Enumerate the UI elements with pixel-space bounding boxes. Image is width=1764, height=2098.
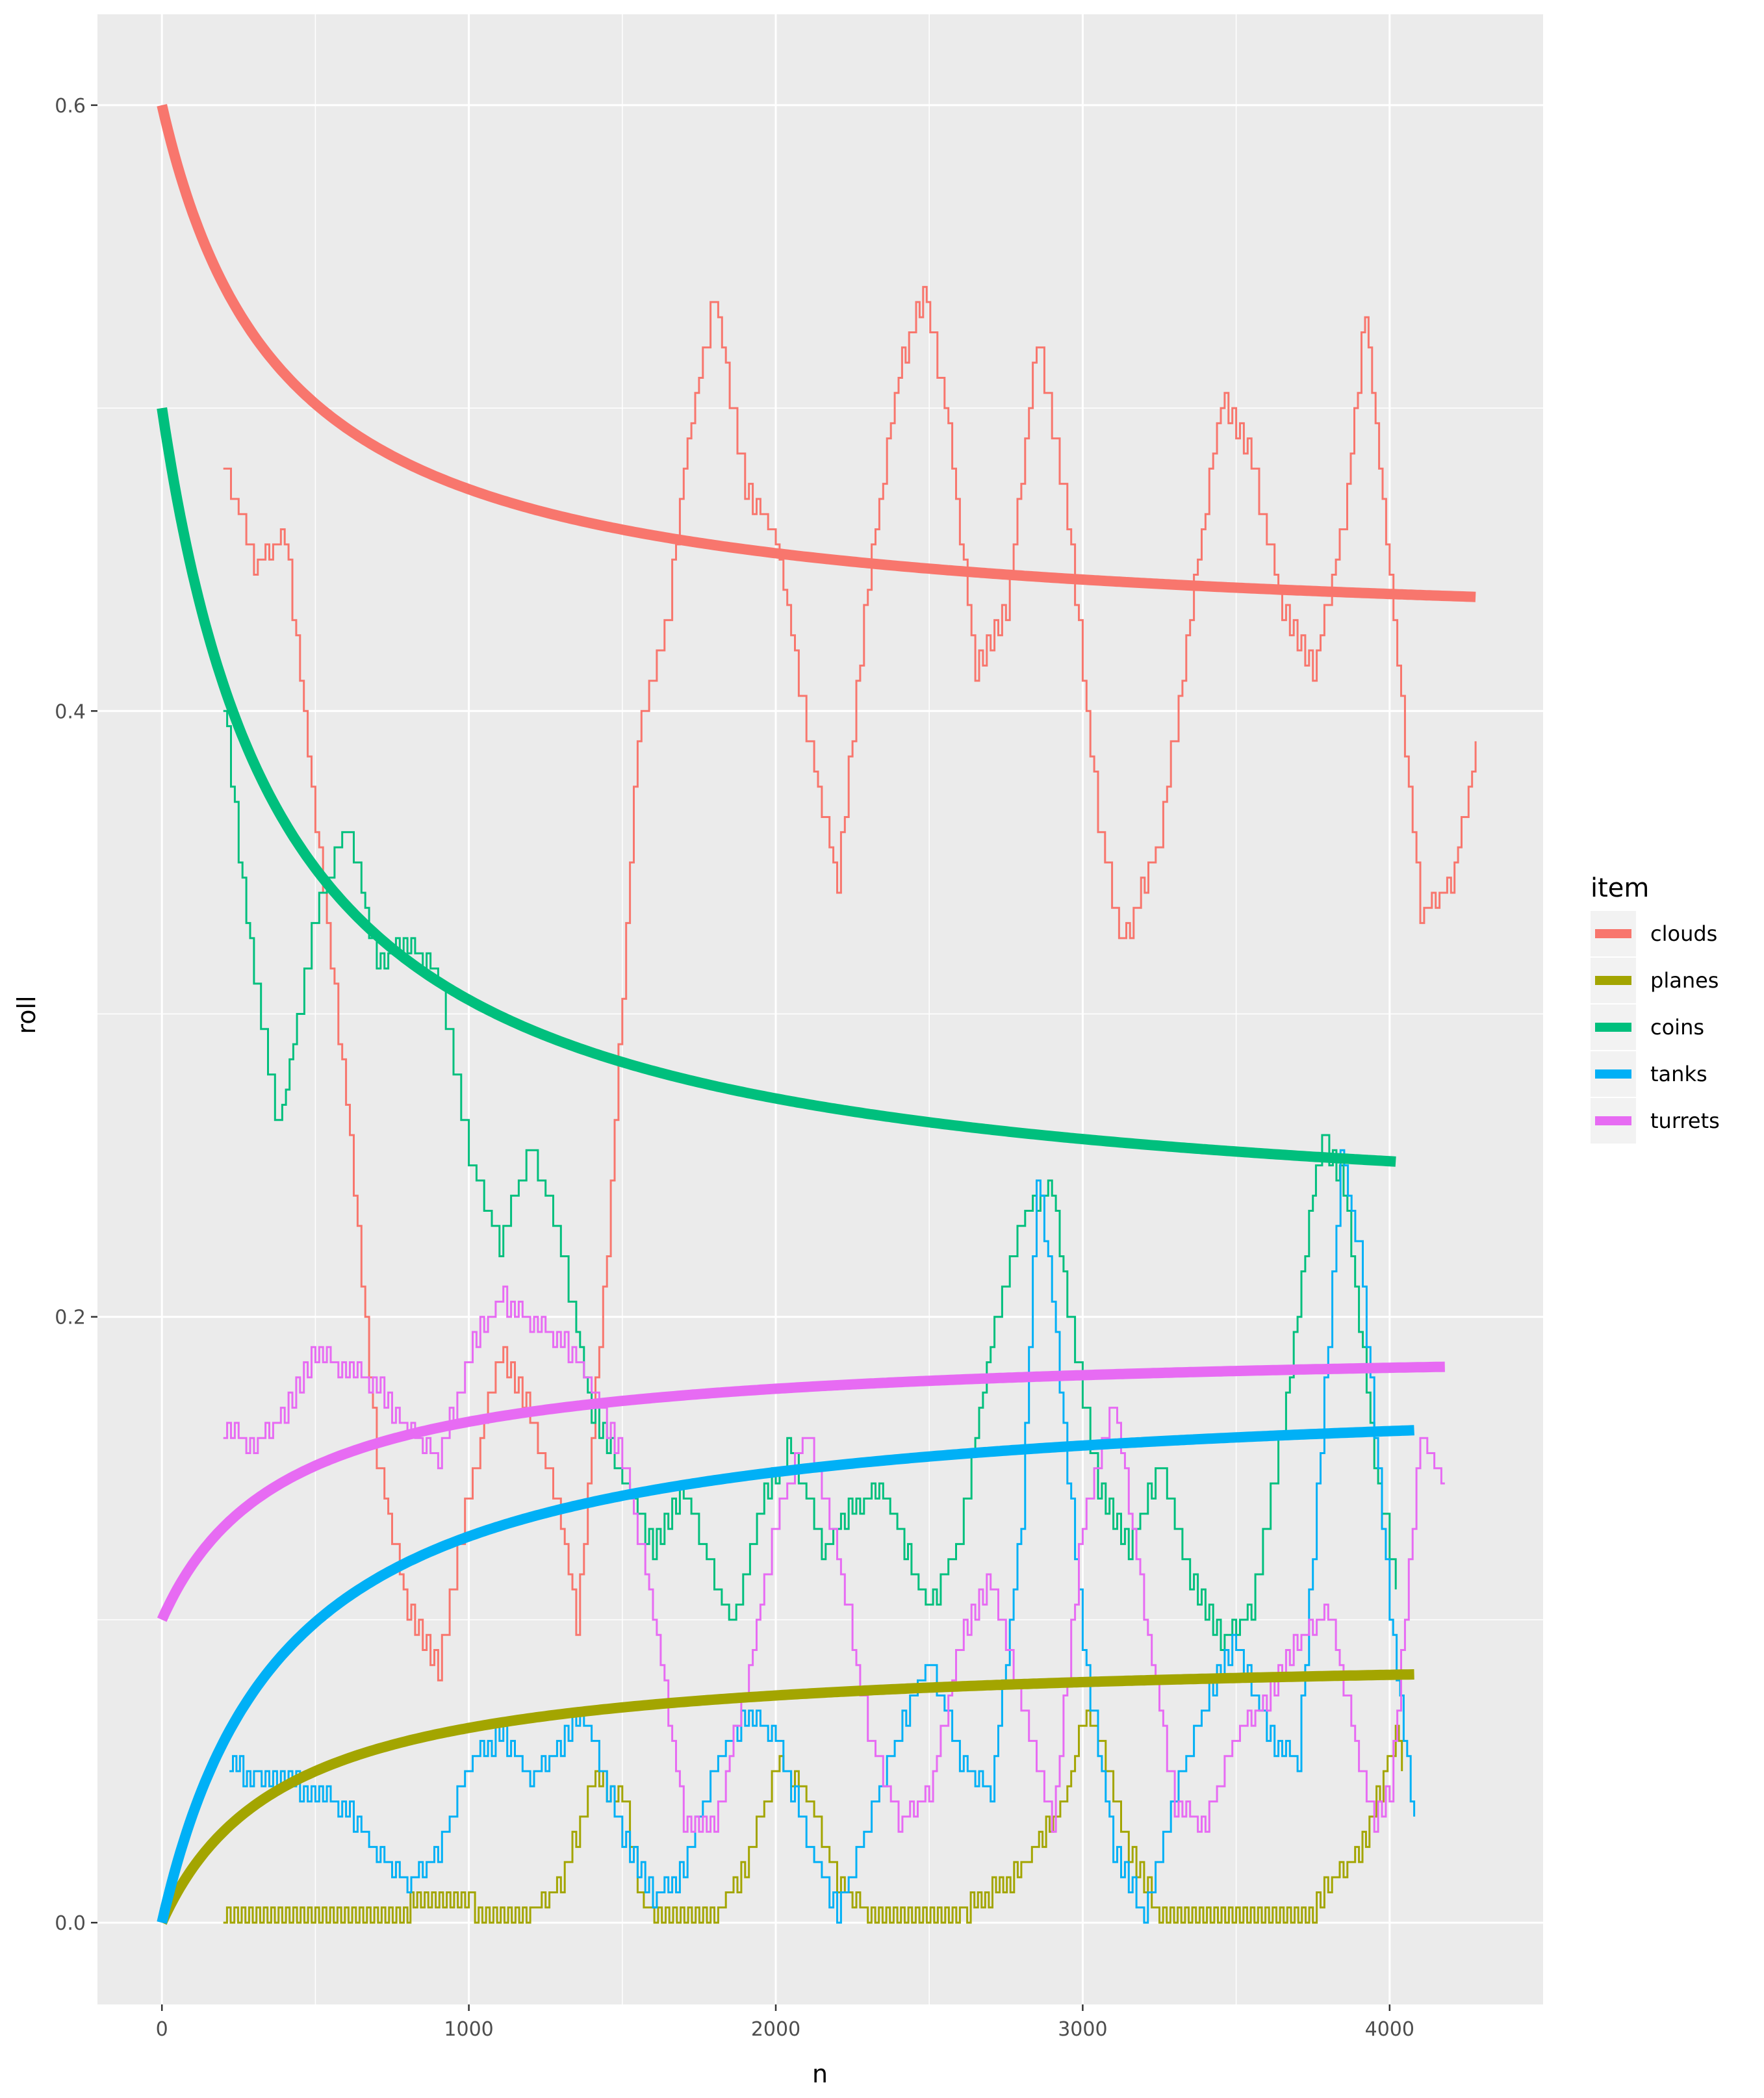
- x-tick-label: 4000: [1365, 2018, 1414, 2041]
- y-tick-label: 0.0: [55, 1912, 86, 1935]
- series-layer: [157, 104, 1477, 1925]
- legend-label-planes: planes: [1650, 968, 1719, 993]
- x-axis: 0 1000 2000 3000 4000: [156, 2004, 1414, 2041]
- x-tick-label: 0: [156, 2018, 168, 2041]
- y-axis: 0.0 0.2 0.4 0.6: [55, 95, 97, 1935]
- y-tick-label: 0.4: [55, 700, 86, 723]
- legend-label-coins: coins: [1650, 1015, 1704, 1040]
- rolling-line-tanks: [229, 1149, 1416, 1924]
- x-axis-title: n: [812, 2060, 828, 2088]
- legend-label-turrets: turrets: [1650, 1108, 1720, 1133]
- expected-line-clouds: [157, 104, 1476, 602]
- y-tick-label: 0.2: [55, 1307, 86, 1329]
- expected-line-coins: [157, 407, 1396, 1167]
- x-tick-label: 3000: [1058, 2018, 1107, 2041]
- x-tick-label: 2000: [751, 2018, 800, 2041]
- legend-title: item: [1591, 873, 1649, 903]
- legend-label-tanks: tanks: [1650, 1062, 1707, 1086]
- x-tick-label: 1000: [444, 2018, 493, 2041]
- expected-line-turrets: [157, 1361, 1445, 1622]
- legend-label-clouds: clouds: [1650, 921, 1717, 946]
- rolling-line-coins: [223, 710, 1397, 1651]
- legend: item clouds planes coins tanks turrets: [1591, 873, 1720, 1144]
- y-tick-label: 0.6: [55, 95, 86, 118]
- plot-panel: [97, 14, 1543, 2004]
- rolling-line-planes: [223, 1709, 1403, 1924]
- expected-line-planes: [157, 1669, 1414, 1925]
- y-axis-title: roll: [12, 995, 41, 1034]
- expected-line-tanks: [157, 1425, 1414, 1924]
